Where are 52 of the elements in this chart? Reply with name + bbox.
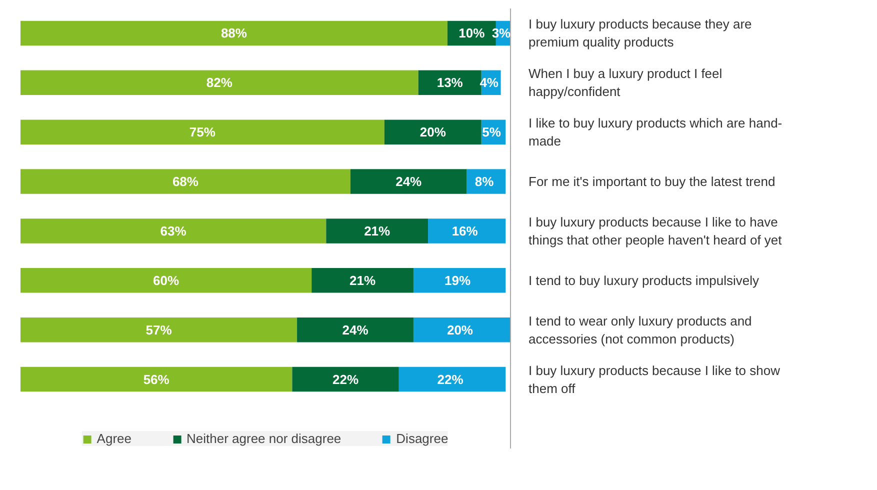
bar xyxy=(326,218,428,244)
legend-label: Agree xyxy=(96,431,132,446)
y-tick-label: For me it's important to buy the latest trend xyxy=(528,174,776,190)
bar xyxy=(20,120,384,144)
data-label: 16% xyxy=(452,223,478,238)
bar xyxy=(20,169,350,194)
bar xyxy=(413,317,510,342)
data-label: 57% xyxy=(146,322,172,338)
y-tick-label: I buy luxury products because I like to show them off xyxy=(528,362,781,396)
data-label: 60% xyxy=(153,272,180,288)
data-label: 10% xyxy=(458,26,486,41)
data-label: 20% xyxy=(420,124,446,140)
y-tick-label: I like to buy luxury products which are hand-made xyxy=(528,116,782,149)
bar xyxy=(20,20,448,46)
data-label: 82% xyxy=(206,75,233,90)
bar xyxy=(428,218,506,244)
data-label: 56% xyxy=(143,372,170,387)
data-label: 13% xyxy=(436,75,464,90)
data-label: 5% xyxy=(482,124,502,140)
bar xyxy=(384,120,482,144)
bar xyxy=(20,317,298,342)
data-label: 63% xyxy=(160,223,187,238)
legend-label: Neither agree nor disagree xyxy=(186,431,342,446)
bar xyxy=(20,70,418,96)
y-tick-label: When I buy a luxury product I feel happy/confident xyxy=(528,66,722,100)
data-label: 75% xyxy=(189,124,216,140)
data-label: 88% xyxy=(220,26,248,41)
y-tick-label: I buy luxury products because they are premium quality products xyxy=(528,16,752,50)
bar xyxy=(350,169,467,194)
bar xyxy=(413,268,506,293)
y-tick-label: I tend to buy luxury products impulsively xyxy=(528,272,760,288)
data-label: 21% xyxy=(350,272,376,288)
data-label: 20% xyxy=(446,322,474,338)
data-label: 19% xyxy=(444,272,472,288)
data-label: 68% xyxy=(172,174,199,190)
bar xyxy=(20,268,312,293)
legend-label: Disagree xyxy=(396,431,448,446)
bar xyxy=(20,218,326,244)
data-label: 22% xyxy=(437,372,464,387)
bar xyxy=(20,366,292,392)
bar xyxy=(292,366,399,392)
bar xyxy=(398,366,506,392)
y-tick-label: I tend to wear only luxury products and accessories (not common products) xyxy=(528,313,752,346)
data-label: 21% xyxy=(364,223,391,238)
bar xyxy=(312,268,414,293)
data-label: 8% xyxy=(474,174,494,190)
data-label: 24% xyxy=(396,174,422,190)
data-label: 24% xyxy=(342,322,369,338)
bar xyxy=(297,317,414,342)
data-label: 22% xyxy=(332,372,359,387)
bar xyxy=(418,70,482,96)
y-tick-label: I buy luxury products because I like to have things that other people haven't heard of yet xyxy=(528,214,782,248)
